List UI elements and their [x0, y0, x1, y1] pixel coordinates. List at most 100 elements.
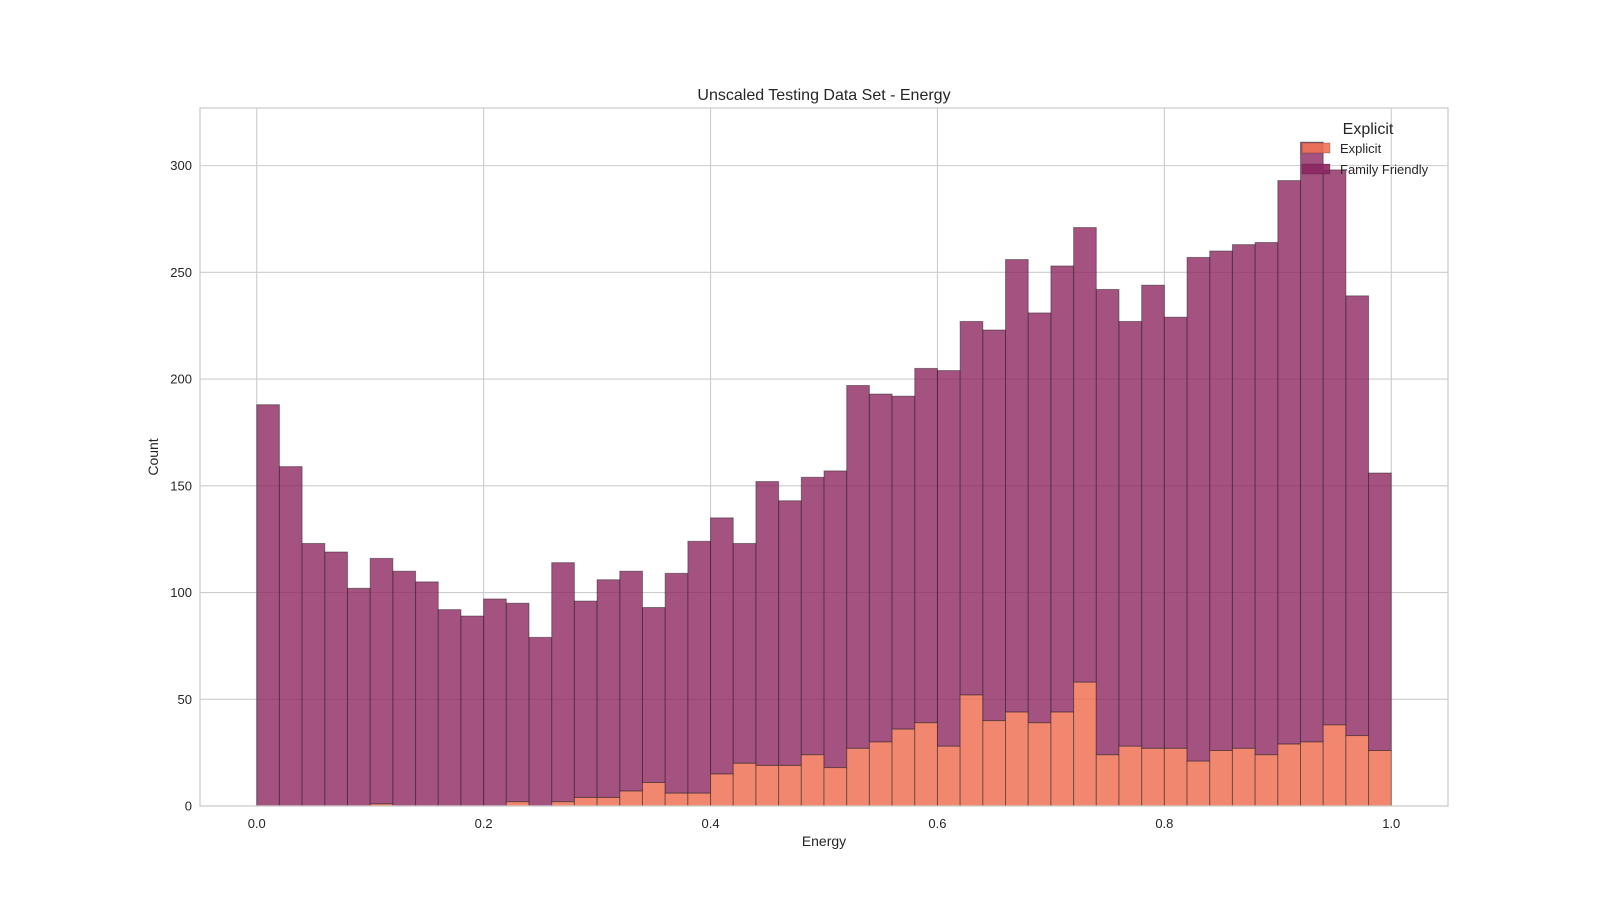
bar-explicit — [1300, 741, 1324, 807]
bar-explicit — [573, 796, 598, 807]
bar-explicit — [800, 754, 825, 807]
x-axis-label: Energy — [802, 833, 846, 849]
bar-explicit — [1209, 750, 1233, 807]
bar-family-friendly — [415, 581, 439, 807]
bar-explicit — [1368, 750, 1392, 807]
bar-family-friendly — [982, 329, 1007, 722]
bar-family-friendly — [710, 517, 734, 775]
bar-family-friendly — [573, 600, 598, 798]
bar-explicit — [1050, 711, 1075, 807]
x-tick-label: 0.8 — [1155, 816, 1173, 831]
bar-family-friendly — [1231, 244, 1256, 749]
bar-family-friendly — [551, 562, 575, 803]
plot-frame — [199, 107, 1449, 807]
bar-family-friendly — [687, 540, 712, 794]
y-tick-label: 100 — [170, 585, 192, 600]
bar-explicit — [914, 722, 938, 807]
bar-family-friendly — [1345, 295, 1370, 737]
bar-family-friendly — [800, 476, 825, 756]
bar-family-friendly — [596, 579, 621, 798]
bar-explicit — [936, 745, 961, 807]
bar-explicit — [1345, 735, 1370, 807]
bar-explicit — [1073, 681, 1097, 807]
bar-family-friendly — [483, 598, 507, 807]
bar-family-friendly — [846, 384, 870, 749]
bar-explicit — [1005, 711, 1029, 807]
bar-explicit — [1141, 747, 1165, 807]
bar-family-friendly — [392, 570, 417, 807]
legend: Explicit Explicit Family Friendly — [1301, 121, 1429, 177]
bar-explicit — [846, 747, 870, 807]
bar-explicit — [755, 764, 780, 807]
y-axis-label: Count — [145, 438, 161, 475]
x-tick-label: 0.4 — [702, 816, 720, 831]
bar-explicit — [1277, 743, 1302, 807]
bar-family-friendly — [1368, 472, 1392, 752]
bar-family-friendly — [778, 500, 802, 766]
legend-swatch-family-friendly — [1301, 163, 1331, 175]
bar-explicit — [1163, 747, 1188, 807]
bar-family-friendly — [1163, 316, 1188, 749]
bar-family-friendly — [1050, 265, 1075, 713]
y-tick-label: 200 — [170, 372, 192, 387]
y-tick-label: 150 — [170, 478, 192, 493]
bar-explicit — [710, 773, 734, 807]
chart-title: Unscaled Testing Data Set - Energy — [697, 87, 950, 104]
legend-label-explicit: Explicit — [1340, 141, 1382, 156]
histogram-bars — [256, 141, 1392, 807]
bar-family-friendly — [1118, 320, 1143, 747]
bar-family-friendly — [1186, 256, 1211, 762]
legend-title: Explicit — [1343, 121, 1394, 138]
bar-family-friendly — [1209, 250, 1233, 752]
bar-explicit — [1231, 747, 1256, 807]
bar-explicit — [664, 792, 689, 807]
x-tick-label: 0.2 — [475, 816, 493, 831]
bar-family-friendly — [664, 572, 689, 794]
bar-explicit — [982, 720, 1007, 807]
bar-family-friendly — [1322, 169, 1347, 726]
bar-family-friendly — [301, 542, 326, 807]
bar-family-friendly — [823, 470, 848, 769]
bar-family-friendly — [891, 395, 916, 730]
bar-family-friendly — [1005, 259, 1029, 713]
bar-family-friendly — [256, 404, 280, 807]
bar-family-friendly — [619, 570, 643, 792]
bar-explicit — [868, 741, 893, 807]
bar-explicit — [1095, 754, 1120, 807]
bar-explicit — [1186, 760, 1211, 807]
bar-family-friendly — [959, 320, 984, 696]
bar-family-friendly — [460, 615, 485, 807]
bar-explicit — [1322, 724, 1347, 807]
bar-family-friendly — [1300, 141, 1324, 743]
bar-family-friendly — [868, 393, 893, 743]
bar-family-friendly — [1254, 241, 1279, 756]
bar-family-friendly — [346, 587, 371, 807]
bar-family-friendly — [437, 609, 462, 807]
bar-explicit — [778, 764, 802, 807]
bar-family-friendly — [278, 466, 303, 807]
bar-explicit — [1254, 754, 1279, 807]
bar-explicit — [732, 762, 757, 807]
bar-family-friendly — [505, 602, 530, 803]
bar-explicit — [641, 782, 666, 807]
bar-explicit — [619, 790, 643, 807]
y-tick-label: 250 — [170, 265, 192, 280]
bar-explicit — [596, 796, 621, 807]
y-tick-label: 50 — [178, 692, 192, 707]
y-tick-label: 300 — [170, 158, 192, 173]
bar-explicit — [1118, 745, 1143, 807]
bar-family-friendly — [369, 557, 394, 805]
x-tick-label: 1.0 — [1382, 816, 1400, 831]
bar-family-friendly — [1141, 284, 1165, 749]
y-tick-labels: 0 50 100 150 200 250 300 — [170, 158, 192, 813]
bar-family-friendly — [1073, 227, 1097, 683]
y-tick-label: 0 — [185, 799, 192, 814]
bar-family-friendly — [732, 542, 757, 764]
x-tick-label: 0.6 — [928, 816, 946, 831]
bar-family-friendly — [528, 636, 553, 807]
bar-explicit — [1027, 722, 1052, 807]
x-tick-labels: 0.0 0.2 0.4 0.6 0.8 1.0 — [248, 816, 1401, 831]
bar-explicit — [959, 694, 984, 807]
bar-family-friendly — [1277, 180, 1302, 745]
